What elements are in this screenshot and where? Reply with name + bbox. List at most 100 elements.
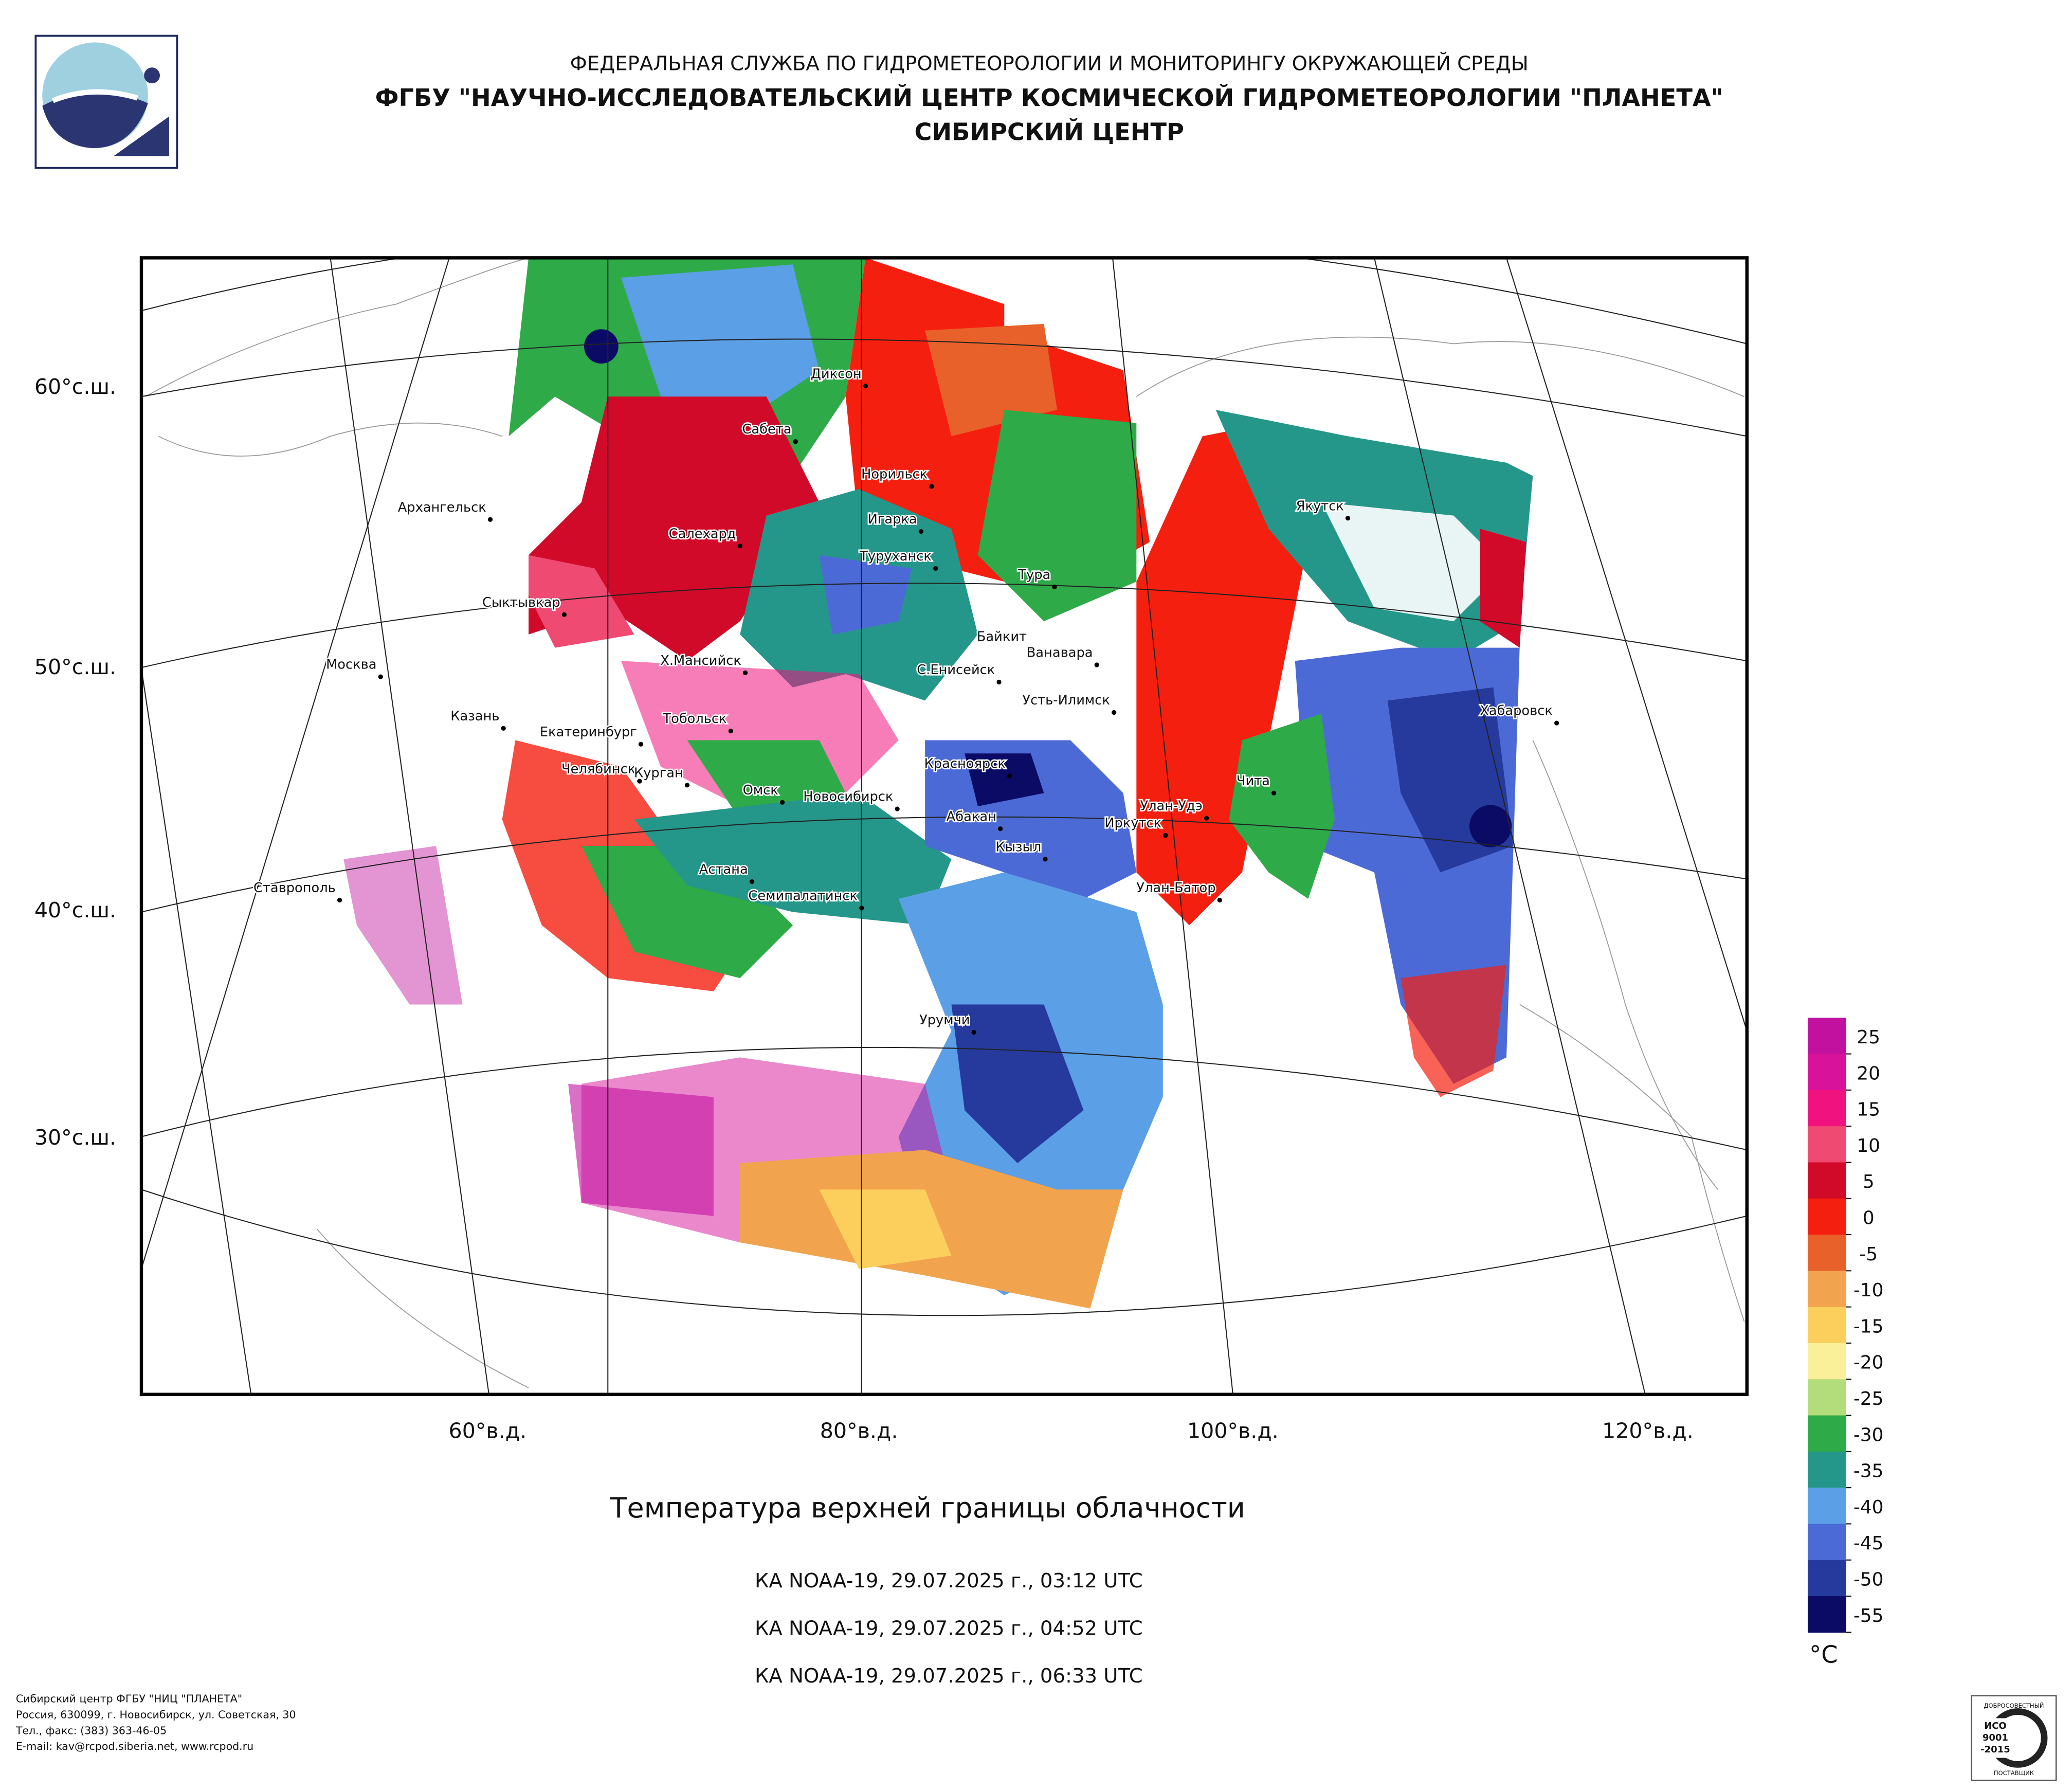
stamp: ДОБРОСОВЕСТНЫЙ ИСО 9001 -2015 ПОСТАВЩИК [1971, 1695, 2057, 1781]
map-shape [141, 338, 1747, 437]
city-dot [996, 679, 1002, 685]
cloud-patch [568, 1083, 714, 1216]
legend-swatch [1807, 1379, 1846, 1416]
map-shape [141, 258, 1747, 345]
coastlines [145, 258, 1745, 1388]
city-label: Тобольск [662, 711, 726, 727]
passes: КА NOAA-19, 29.07.2025 г., 03:12 UTC КА N… [755, 1569, 1143, 1688]
city-dot [997, 826, 1003, 831]
footer-line: Сибирский центр ФГБУ "НИЦ "ПЛАНЕТА" [16, 1693, 242, 1705]
legend-tick-label: -50 [1853, 1569, 1884, 1590]
legend-swatch [1807, 1488, 1846, 1525]
lat-label: 50°с.ш. [34, 655, 116, 679]
map-shape [1469, 805, 1512, 847]
legend-tick-label: 10 [1857, 1135, 1880, 1156]
stamp-text: ИСО [1984, 1721, 2007, 1731]
legend-tick-label: -25 [1853, 1388, 1884, 1409]
map-shape [317, 1228, 529, 1388]
map-shape [141, 1189, 1747, 1316]
stamp-text: ДОБРОСОВЕСТНЫЙ [1984, 1702, 2044, 1709]
legend-tick-label: 0 [1863, 1207, 1875, 1228]
city-dot [895, 806, 900, 811]
lat-label: 30°с.ш. [34, 1125, 116, 1150]
header-title: ФГБУ "НАУЧНО-ИССЛЕДОВАТЕЛЬСКИЙ ЦЕНТР КОС… [375, 84, 1723, 112]
city-dot [1345, 516, 1351, 521]
city-dot [1217, 897, 1222, 903]
city-label: Байкит [977, 629, 1027, 645]
city-dot [1094, 662, 1099, 667]
cloud-patch [1136, 423, 1322, 926]
city-dot [971, 1029, 976, 1035]
caption-title: Температура верхней границы облачности [610, 1492, 1245, 1524]
city-label: С.Енисейск [917, 662, 995, 678]
legend-swatch [1807, 1235, 1846, 1272]
city-dot [1554, 720, 1559, 726]
city-label: Урумчи [919, 1012, 970, 1028]
city-label: Екатеринбург [540, 725, 637, 740]
legend-swatch [1807, 1054, 1846, 1091]
map-shape [1112, 258, 1233, 1395]
pass-line: КА NOAA-19, 29.07.2025 г., 03:12 UTC [755, 1569, 1143, 1593]
header-subtitle: СИБИРСКИЙ ЦЕНТР [914, 118, 1184, 146]
city-label: Челябинск [561, 762, 635, 777]
map-shape [145, 258, 529, 397]
city-label: Архангельск [398, 500, 486, 515]
city-label: Ставрополь [253, 880, 336, 896]
legend-tick-label: 25 [1857, 1027, 1880, 1048]
city-dot [918, 529, 924, 534]
graticule [141, 258, 1747, 1395]
legend-tick-label: -15 [1853, 1316, 1884, 1337]
legend-swatch [1807, 1415, 1846, 1452]
lon-label: 120°в.д. [1602, 1419, 1694, 1443]
cloud-patch [1480, 529, 1526, 648]
legend-swatch [1807, 1271, 1846, 1308]
map-shape [330, 258, 489, 1395]
city-dot [933, 566, 938, 571]
city-dot [742, 670, 748, 676]
city-label: Якутск [1296, 498, 1344, 514]
legend-tick-label: -5 [1859, 1244, 1878, 1265]
stamp-text: ПОСТАВЩИК [1994, 1769, 2034, 1777]
city-dot [1043, 857, 1048, 862]
legend-tick-label: -45 [1853, 1533, 1884, 1554]
map-shape [141, 1046, 1747, 1151]
legend-swatch [1807, 1090, 1846, 1127]
stamp-box [1978, 1718, 2015, 1758]
city-dot [637, 779, 642, 784]
map-shape [51, 89, 138, 103]
cloud-patch [965, 753, 1044, 807]
city-label: Красноярск [924, 756, 1006, 771]
city-label: Астана [699, 862, 748, 877]
cloud-imagery [343, 258, 1533, 1309]
city-dot [728, 728, 733, 734]
city-dot [863, 384, 868, 389]
pass-line: КА NOAA-19, 29.07.2025 г., 04:52 UTC [755, 1617, 1143, 1640]
header-line: ФЕДЕРАЛЬНАЯ СЛУЖБА ПО ГИДРОМЕТЕОРОЛОГИИ … [570, 51, 1529, 75]
city-label: Кызыл [995, 839, 1041, 855]
legend-swatch [1807, 1198, 1846, 1235]
city-label: Семипалатинск [748, 888, 858, 903]
city-label: Х.Мансийск [660, 653, 741, 668]
footer-line: Тел., факс: (383) 363-46-05 [15, 1724, 167, 1736]
footer-line: Россия, 630099, г. Новосибирск, ул. Сове… [16, 1708, 296, 1721]
cloud-patch [621, 264, 820, 423]
city-label: Чита [1237, 773, 1270, 789]
lon-label: 100°в.д. [1187, 1419, 1279, 1443]
logo [34, 34, 178, 169]
map-frame [139, 256, 1749, 1396]
city-label: Улан-Удэ [1140, 799, 1202, 814]
legend-swatch [1807, 1524, 1846, 1561]
axis-labels: 60°с.ш. 50°с.ш. 40°с.ш. 30°с.ш. 60°в.д. 80°в.… [34, 374, 1694, 1443]
city-label: Москва [326, 657, 376, 673]
city-dot [1028, 646, 1033, 652]
legend-tick-label: -55 [1853, 1605, 1884, 1626]
city-dot [561, 612, 567, 617]
lon-label: 80°в.д. [820, 1419, 898, 1443]
cities: Диксон Сабета Норильск Архангельск Игарка Сал… [252, 365, 1559, 1035]
footer-line: E-mail: kav@rcpod.siberia.net, www.rcpod… [16, 1740, 253, 1752]
legend-tick-label: -40 [1853, 1497, 1884, 1518]
map-shape [1505, 258, 1747, 1032]
lat-label: 40°с.ш. [34, 898, 116, 922]
city-label: Ванавара [1027, 645, 1093, 661]
